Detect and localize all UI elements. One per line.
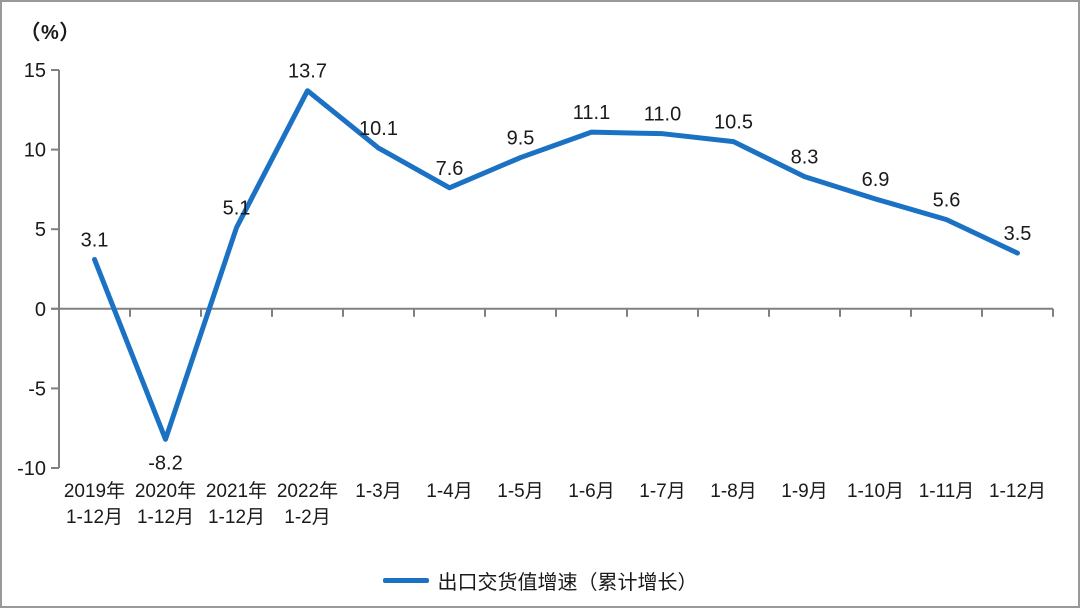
x-category-label: 1-10月 [847, 481, 904, 502]
legend-label: 出口交货值增速（累计增长） [437, 572, 698, 594]
legend-line-marker [382, 578, 429, 583]
x-category-label: 1-8月 [710, 481, 756, 502]
series-line [92, 88, 1020, 442]
y-tick-label: 15 [24, 60, 46, 82]
data-point-label: 9.5 [507, 128, 535, 150]
data-point-label: 6.9 [862, 169, 890, 191]
x-category-label: 1-7月 [639, 481, 685, 502]
x-category-label: 1-3月 [355, 481, 401, 502]
data-point-label: 8.3 [791, 147, 819, 169]
x-category-label: 1-5月 [497, 481, 543, 502]
y-tick-label: -10 [17, 458, 46, 480]
y-tick-label: 0 [35, 299, 46, 321]
legend: 出口交货值增速（累计增长） [2, 566, 1078, 595]
data-point-label: 3.5 [1004, 223, 1032, 245]
data-point-label: 3.1 [81, 229, 109, 251]
x-category-label: 1-9月 [781, 481, 827, 502]
y-tick-label: 5 [35, 219, 46, 241]
y-axis-unit-label: （%） [20, 22, 81, 44]
x-category-label: 2020年 1-12月 [135, 480, 196, 528]
data-point-label: 7.6 [436, 158, 464, 180]
data-point-label: -8.2 [148, 452, 182, 474]
data-point-label: 10.5 [714, 112, 753, 134]
x-category-label: 2022年 1-2月 [277, 480, 338, 528]
y-tick-label: -5 [28, 378, 46, 400]
data-point-label: 10.1 [359, 118, 398, 140]
data-point-label: 13.7 [288, 61, 327, 83]
x-category-label: 1-4月 [426, 481, 472, 502]
data-point-label: 5.6 [933, 190, 961, 212]
x-category-label: 1-11月 [919, 481, 975, 502]
data-point-label: 5.1 [223, 198, 251, 220]
x-category-label: 2021年 1-12月 [206, 480, 267, 528]
x-category-label: 2019年 1-12月 [64, 480, 125, 528]
x-category-label: 1-6月 [568, 481, 614, 502]
data-point-label: 11.1 [573, 102, 610, 124]
data-point-label: 11.0 [644, 104, 681, 126]
x-category-label: 1-12月 [989, 481, 1046, 502]
y-tick-label: 10 [24, 140, 46, 162]
